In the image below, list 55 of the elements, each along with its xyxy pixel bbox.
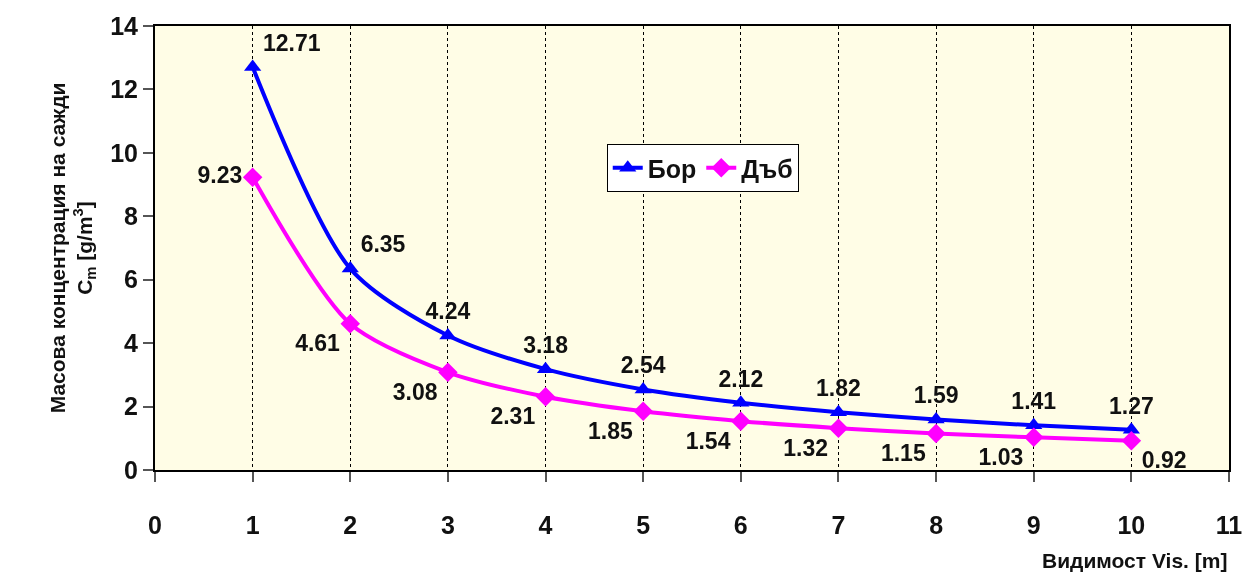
x-tick-label: 2 xyxy=(343,511,358,539)
data-label: 3.08 xyxy=(392,378,438,405)
x-tick-label: 9 xyxy=(1026,511,1041,539)
point xyxy=(340,314,361,334)
y-tick-label: 4 xyxy=(124,328,139,357)
y-tick-label: 10 xyxy=(110,138,138,167)
point xyxy=(1023,427,1044,448)
x-tick-label: 5 xyxy=(636,511,651,539)
y-tick-label: 6 xyxy=(124,265,138,294)
data-label: 1.82 xyxy=(816,375,861,402)
data-label: 4.24 xyxy=(425,298,471,325)
data-label: 2.31 xyxy=(490,403,536,430)
data-label: 1.15 xyxy=(880,440,926,467)
x-tick-label: 3 xyxy=(440,511,455,539)
legend-label: Дъб xyxy=(741,154,793,183)
x-tick-label: 0 xyxy=(148,511,162,539)
x-tick-label: 11 xyxy=(1215,511,1243,539)
point xyxy=(535,386,556,407)
data-label: 1.41 xyxy=(1011,388,1057,415)
point xyxy=(1025,417,1043,430)
x-tick-label: 10 xyxy=(1117,511,1146,539)
point xyxy=(242,167,263,188)
data-label: 6.35 xyxy=(360,231,406,258)
point xyxy=(634,381,652,394)
data-label: 4.61 xyxy=(295,330,341,357)
x-tick-label: 6 xyxy=(733,511,748,539)
point xyxy=(731,411,751,431)
x-tick-label: 4 xyxy=(538,511,553,539)
point xyxy=(438,362,458,383)
x-tick-label: 7 xyxy=(831,511,846,539)
point xyxy=(828,418,849,438)
y-tick-label: 12 xyxy=(110,75,138,104)
data-label: 1.85 xyxy=(588,417,634,444)
x-axis-title: Видимост Vis. [m] xyxy=(1042,549,1228,572)
data-label: 9.23 xyxy=(197,162,243,189)
point xyxy=(926,423,946,444)
data-label: 3.18 xyxy=(523,332,569,359)
y-tick-label: 8 xyxy=(124,202,139,231)
data-label: 1.03 xyxy=(978,443,1024,470)
data-label: 1.27 xyxy=(1108,392,1154,419)
data-label: 1.59 xyxy=(913,382,959,409)
data-label: 0.92 xyxy=(1141,447,1187,474)
data-label: 1.32 xyxy=(783,434,829,461)
x-tick-label: 1 xyxy=(245,511,260,539)
x-tick-label: 8 xyxy=(929,511,944,539)
point xyxy=(633,401,653,422)
data-label: 1.54 xyxy=(685,427,731,454)
legend-label: Бор xyxy=(647,154,697,183)
data-label: 12.71 xyxy=(263,29,321,56)
y-tick-label: 2 xyxy=(124,392,138,421)
data-label: 2.12 xyxy=(718,365,764,392)
y-tick-label: 14 xyxy=(110,11,139,40)
data-label: 2.54 xyxy=(620,352,666,379)
y-tick-label: 0 xyxy=(124,455,138,484)
point xyxy=(1121,431,1142,451)
